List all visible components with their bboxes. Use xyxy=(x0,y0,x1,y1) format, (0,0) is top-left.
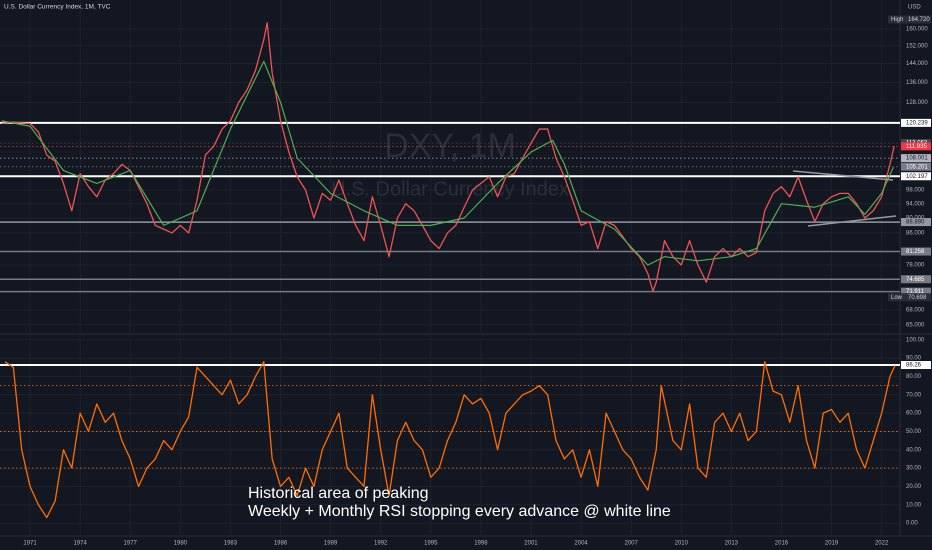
y-tick-label: 98.000 xyxy=(906,188,925,194)
plot xyxy=(0,22,900,519)
y-tick-label: 60.00 xyxy=(906,411,922,417)
y-tick-label: 94.000 xyxy=(906,201,925,207)
currency-label: USD xyxy=(908,5,921,11)
series-line xyxy=(1,22,895,292)
annotation: Weekly + Monthly RSI stopping every adva… xyxy=(248,503,671,520)
level-label: 120.239 xyxy=(906,120,928,126)
y-tick-label: 10.00 xyxy=(906,502,922,508)
level-label: 86.26 xyxy=(906,363,922,369)
x-tick-label: 1977 xyxy=(124,541,138,547)
level-label-box xyxy=(901,287,931,296)
y-tick-label: 20.00 xyxy=(906,484,922,490)
high-value: 164.720 xyxy=(908,17,930,23)
series-line xyxy=(4,361,896,519)
high-box xyxy=(888,15,931,24)
high-label: High xyxy=(891,17,903,23)
y-tick-label: 30.00 xyxy=(906,466,922,472)
y-tick-label: 80.00 xyxy=(906,374,922,380)
watermark-subtitle: U.S. Dollar Currency Index xyxy=(331,178,569,200)
x-tick-label: 1998 xyxy=(474,541,488,547)
x-tick-label: 2001 xyxy=(524,541,538,547)
level-label-box xyxy=(901,275,931,284)
y-tick-label: 100.00 xyxy=(906,337,925,343)
y-tick-label: 86.000 xyxy=(906,230,925,236)
x-tick-label: 1992 xyxy=(374,541,388,547)
level-label: 74.685 xyxy=(906,277,925,283)
x-tick-label: 2019 xyxy=(825,541,839,547)
level-label-box xyxy=(901,361,931,370)
x-tick-label: 2010 xyxy=(675,541,689,547)
annotation: Historical area of peaking xyxy=(248,485,429,502)
level-label-box xyxy=(901,154,931,163)
y-tick-label: 50.00 xyxy=(906,429,922,435)
y-tick-label: 128.000 xyxy=(906,100,928,106)
level-label-box xyxy=(901,247,931,256)
y-tick-label: 68.000 xyxy=(906,308,925,314)
level-label: 102.197 xyxy=(906,174,928,180)
x-tick-label: 2013 xyxy=(725,541,739,547)
level-label: 88.890 xyxy=(906,220,925,226)
level-label-box xyxy=(901,218,931,227)
y-tick-label: 152.000 xyxy=(906,43,928,49)
x-tick-label: 1980 xyxy=(174,541,188,547)
level-label: 105.201 xyxy=(906,164,928,170)
y-tick-label: 40.00 xyxy=(906,447,922,453)
y-tick-label: 136.000 xyxy=(906,80,928,86)
low-label: Low xyxy=(891,295,903,301)
low-box xyxy=(888,293,931,302)
series-line xyxy=(1,60,894,266)
x-tick-label: 2022 xyxy=(875,541,889,547)
trend-line xyxy=(807,215,897,227)
x-tick-label: 2007 xyxy=(624,541,638,547)
x-tick-label: 1989 xyxy=(324,541,338,547)
y-tick-label: 0.00 xyxy=(906,521,918,527)
grid xyxy=(0,0,900,535)
chart-title: U.S. Dollar Currency Index, 1M, TVC xyxy=(4,4,111,11)
watermark: DXY, 1M xyxy=(384,127,516,165)
level-label: 71.911 xyxy=(906,289,925,295)
level-label-box xyxy=(901,142,931,151)
trend-line xyxy=(792,170,894,181)
level-label: 108.001 xyxy=(906,156,928,162)
y-tick-label: 70.00 xyxy=(906,392,922,398)
low-value: 70.698 xyxy=(908,295,927,301)
x-tick-label: 1983 xyxy=(224,541,238,547)
y-tick-label: 65.000 xyxy=(906,322,925,328)
x-tick-label: 1974 xyxy=(73,541,87,547)
level-label-box xyxy=(901,118,931,127)
x-tick-label: 1971 xyxy=(23,541,37,547)
level-label: 81.258 xyxy=(906,249,925,255)
y-tick-label: 160.000 xyxy=(906,27,928,33)
level-label-box xyxy=(901,162,931,171)
y-tick-label: 144.000 xyxy=(906,61,928,67)
y-tick-label: 78.000 xyxy=(906,263,925,269)
x-tick-label: 2016 xyxy=(775,541,789,547)
x-tick-label: 1986 xyxy=(274,541,288,547)
axis: 160.000 152.000 144.000 136.000 128.000 98.00… xyxy=(23,15,931,547)
y-tick-label: 90.00 xyxy=(906,356,922,362)
x-tick-label: 2004 xyxy=(574,541,588,547)
level-label: 111.935 xyxy=(906,144,927,150)
x-tick-label: 1995 xyxy=(424,541,438,547)
level-label-box xyxy=(901,172,931,181)
